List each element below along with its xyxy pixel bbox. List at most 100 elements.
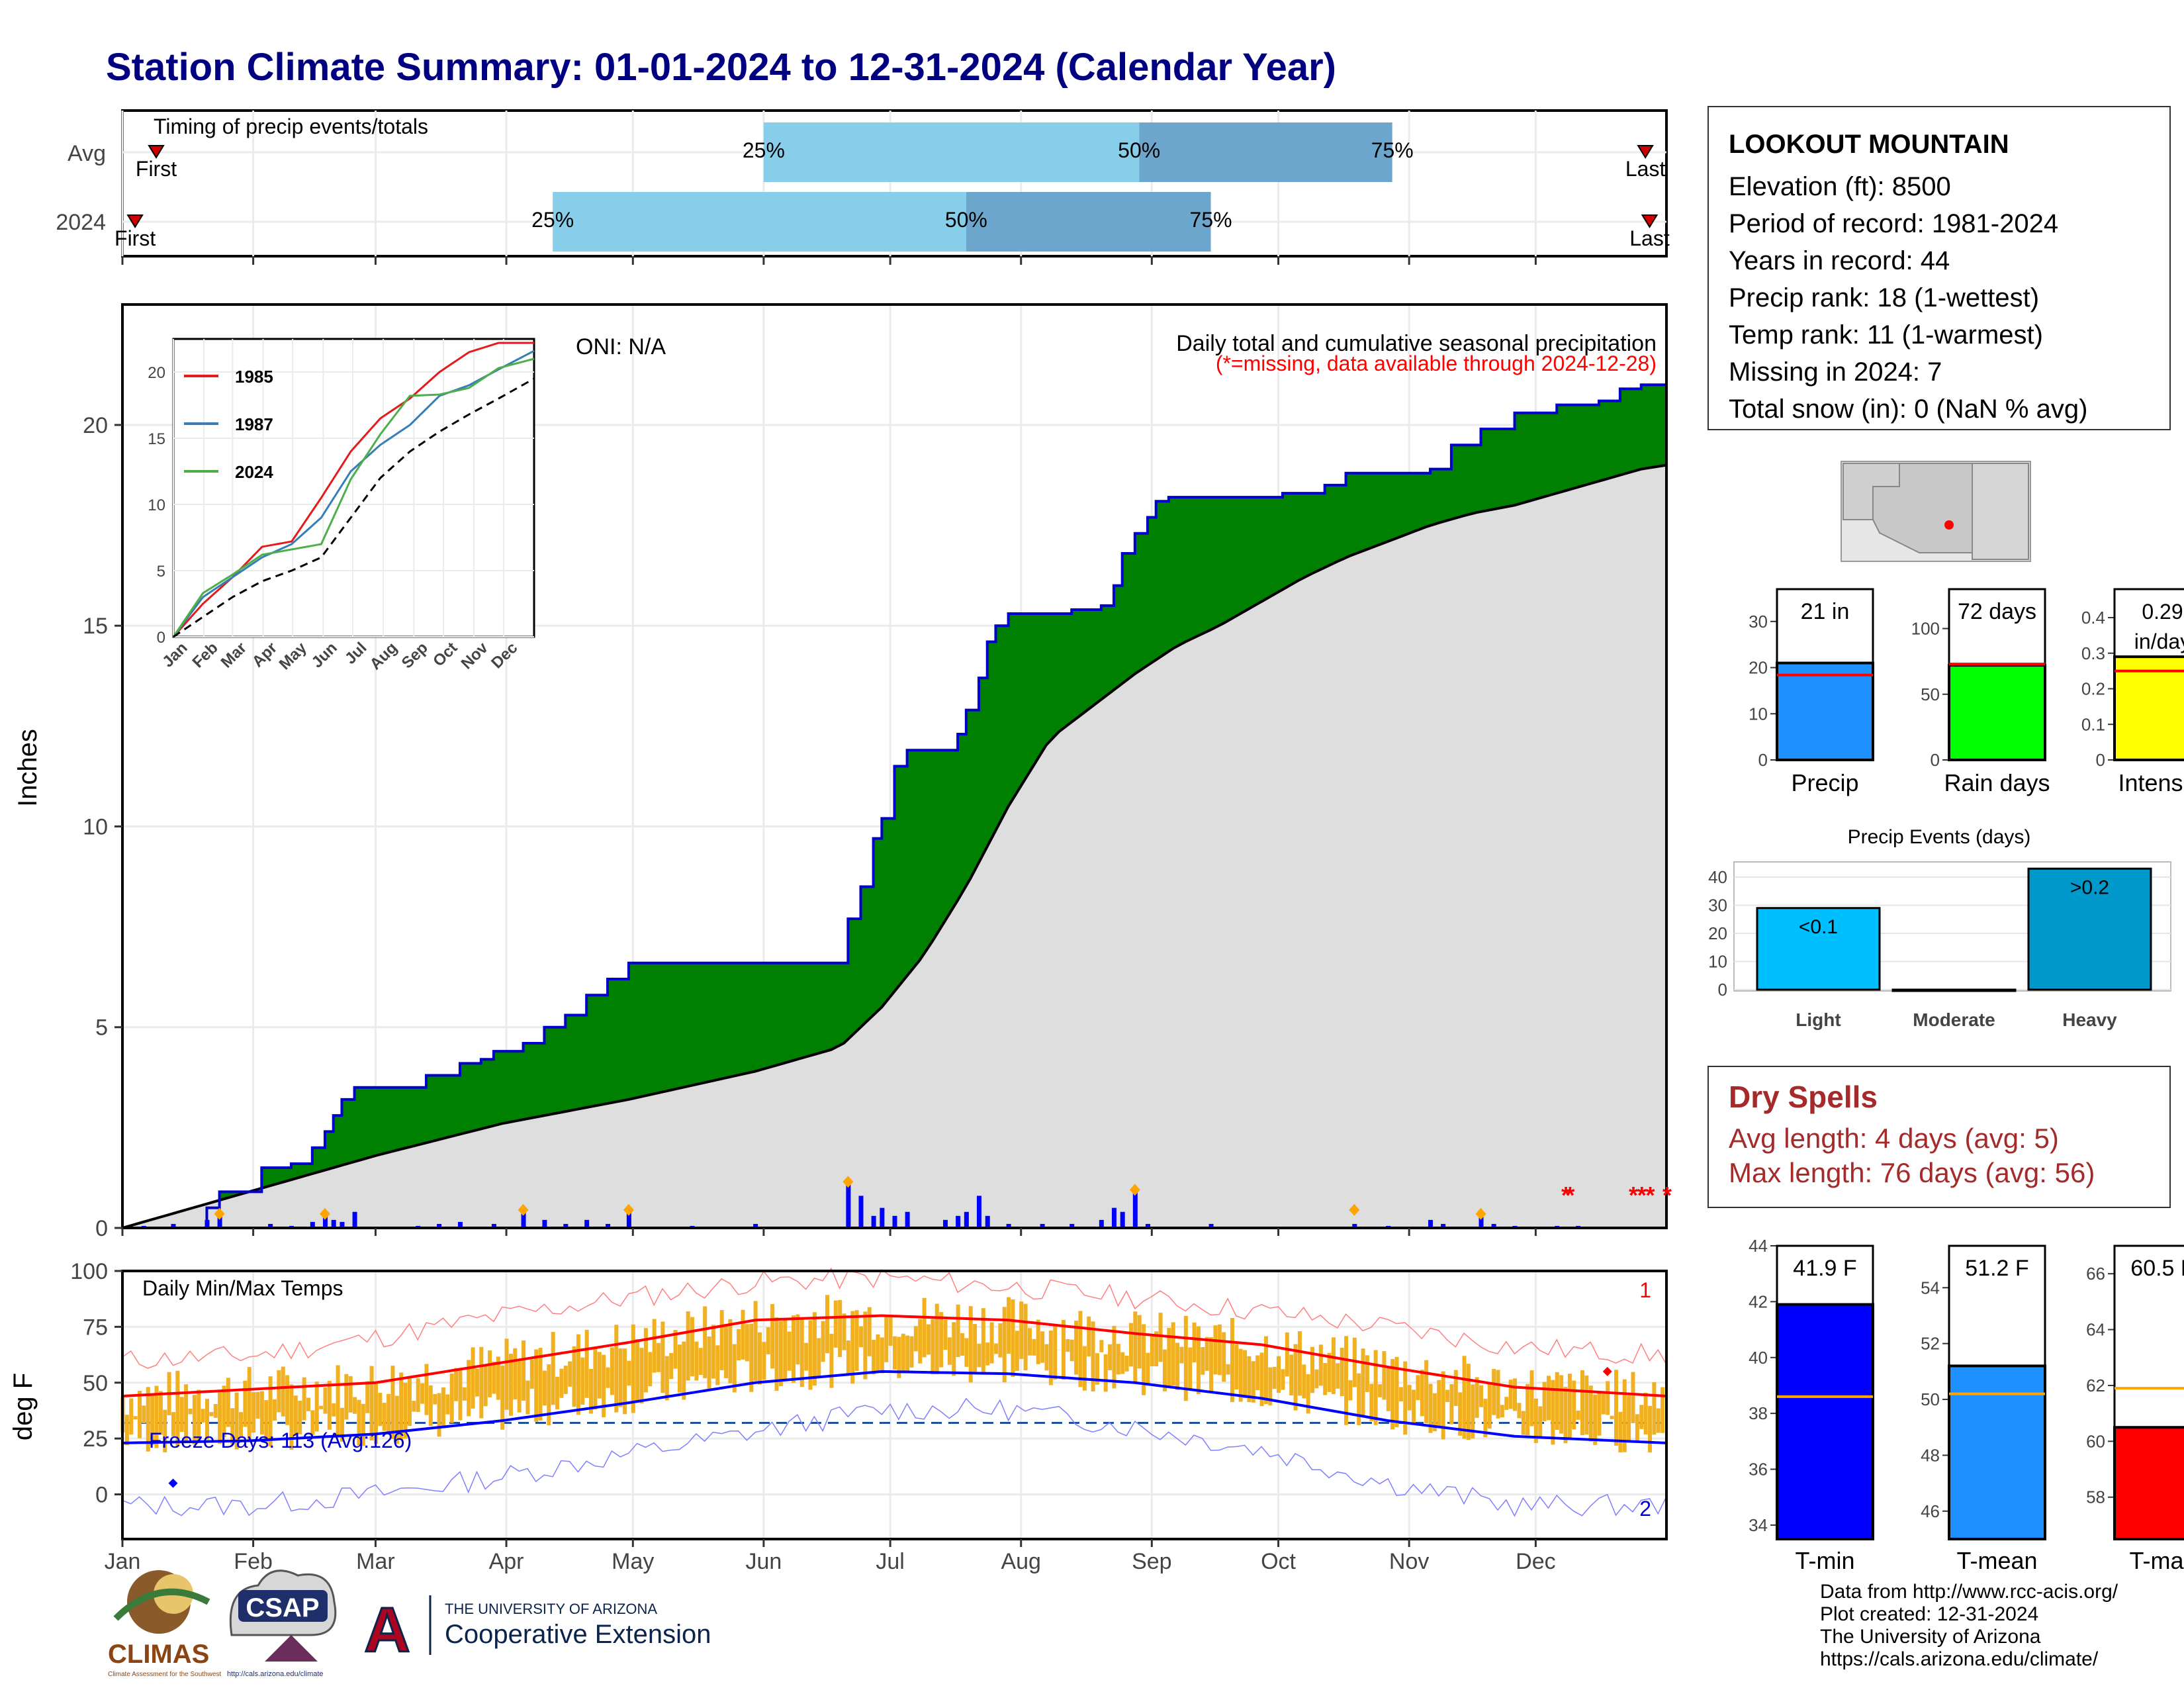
daily-temp-bar [863,1311,868,1380]
daily-temp-bar [538,1348,543,1421]
daily-temp-bar [690,1317,695,1377]
events-bar [1891,988,2017,992]
daily-temp-bar [555,1376,560,1410]
daily-temp-bar [981,1308,985,1373]
daily-precip-bar [1145,1223,1150,1228]
events-ytick-label: 30 [1708,896,1727,915]
stat-ytick-label: 0.2 [2081,679,2105,699]
daily-temp-bar [1277,1356,1281,1393]
daily-temp-bar [998,1323,1003,1358]
daily-temp-bar [1661,1387,1665,1433]
daily-temp-bar [1146,1352,1150,1383]
daily-temp-bar [357,1399,361,1446]
daily-precip-bar [563,1223,569,1228]
daily-temp-bar [1369,1383,1374,1421]
stat-category-label: Precip [1791,769,1858,796]
daily-temp-bar [1471,1384,1475,1439]
daily-temp-bar [1230,1317,1234,1403]
daily-precip-bar [1208,1223,1214,1228]
daily-temp-bar [909,1336,914,1368]
timing-title: Timing of precip events/totals [154,115,428,138]
daily-temp-bar [150,1394,155,1446]
inset-series-line [172,357,535,637]
daily-temp-bar [142,1405,146,1424]
daily-temp-bar [724,1324,729,1379]
daily-temp-bar [133,1416,138,1420]
stat-bar [1948,664,2046,761]
daily-temp-bar [1192,1322,1197,1363]
month-label: Jan [105,1549,141,1574]
stat-bar [1776,1303,1874,1540]
month-label: Dec [1516,1549,1555,1574]
timing-label-50: 50% [1118,138,1160,162]
daily-temp-bar [1378,1384,1383,1397]
daily-temp-bar [251,1392,256,1433]
events-ytick-label: 20 [1708,923,1727,943]
station-line-precip-rank: Precip rank: 18 (1-wettest) [1729,283,2040,312]
precip-panel: 0 5 10 15 20 Daily total and cumulative seas… [13,303,1672,1241]
daily-temp-bar [1188,1347,1193,1389]
missing-day-mark: * [1629,1182,1638,1209]
daily-temp-bar [993,1343,998,1354]
daily-temp-bar [707,1336,711,1389]
station-line-missing: Missing in 2024: 7 [1729,357,1942,387]
daily-temp-bar [749,1323,754,1392]
daily-temp-bar [1487,1382,1492,1429]
record-high-count: 1 [1639,1278,1651,1302]
main-chart-area: 25% 50% 75% First Last 25% 50% 75% First Last Tim… [9,109,1672,1678]
daily-temp-bar [1412,1389,1416,1424]
daily-temp-bar [584,1329,589,1398]
events-category-label: Moderate [1913,1009,1995,1030]
daily-temp-bar [888,1314,893,1346]
daily-temp-bar [1061,1319,1066,1380]
daily-temp-bar [458,1368,463,1421]
daily-temp-bar [412,1401,416,1412]
stat-ytick-label: 50 [1921,1389,1940,1409]
daily-temp-bar [1648,1405,1653,1453]
daily-temp-bar [1259,1352,1264,1407]
daily-temp-bar [1044,1344,1049,1371]
daily-temp-bar [340,1407,344,1442]
daily-temp-bar [1247,1356,1251,1403]
missing-day-mark: * [1646,1182,1655,1209]
daily-temp-bar [243,1380,248,1427]
daily-temp-bar [373,1383,378,1444]
daily-temp-bar [1091,1321,1095,1392]
stat-bar [1776,661,1874,761]
daily-temp-bar [1555,1372,1559,1430]
month-label: Sep [1132,1549,1172,1574]
daily-temp-bar [741,1309,745,1360]
daily-temp-bar [1441,1371,1445,1440]
daily-temp-bar [361,1403,365,1446]
stat-category-label: Intensity [2118,769,2184,796]
daily-temp-bar [1263,1336,1268,1404]
daily-temp-bar [175,1370,180,1447]
daily-temp-bar [1048,1330,1053,1385]
daily-temp-bar [353,1397,357,1414]
daily-temp-bar [926,1324,931,1355]
daily-temp-bar [1069,1339,1074,1362]
stat-bar [1948,1364,2046,1541]
daily-temp-bar [259,1391,264,1435]
daily-temp-bar [559,1368,564,1398]
events-ytick-label: 10 [1708,952,1727,972]
station-info-box: LOOKOUT MOUNTAIN Elevation (ft): 8500 Pe… [1707,106,2171,430]
daily-temp-bar [492,1362,496,1394]
daily-temp-bar [264,1400,269,1442]
csap-url: http://cals.arizona.edu/climate [227,1670,324,1678]
daily-temp-bar [323,1387,328,1414]
daily-temp-bar [610,1347,614,1395]
daily-temp-bar [1281,1369,1285,1390]
daily-temp-bar [1428,1383,1433,1433]
daily-temp-bar [867,1307,872,1356]
daily-temp-bar [382,1403,387,1431]
daily-temp-bar [1475,1377,1479,1418]
daily-precip-bar [340,1221,345,1228]
events-title: Precip Events (days) [1848,826,2031,848]
daily-temp-bar [289,1384,294,1450]
daily-temp-bar [314,1382,319,1432]
daily-temp-bar [1175,1342,1180,1390]
daily-temp-bar [1234,1344,1239,1390]
dry-spells-title: Dry Spells [1729,1080,1878,1114]
daily-temp-bar [872,1340,876,1375]
